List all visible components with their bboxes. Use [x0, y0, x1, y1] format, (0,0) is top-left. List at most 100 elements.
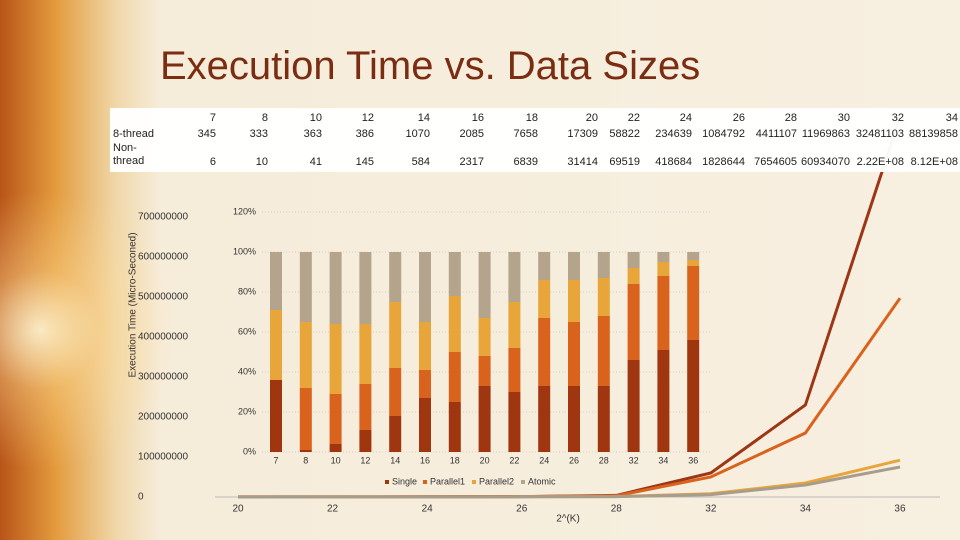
bar-segment	[538, 318, 551, 386]
x-tick-label: 20	[480, 455, 490, 465]
y-tick-label: 100000000	[138, 452, 188, 463]
data-line	[237, 458, 901, 499]
x-tick-label: 12	[360, 455, 370, 465]
table-cell: 7654605	[754, 156, 797, 168]
bar-segment	[597, 316, 610, 386]
x-tick-label: 26	[569, 455, 579, 465]
x-tick-label: 22	[327, 504, 339, 515]
x-tick-label: 26	[516, 504, 528, 515]
legend-marker	[521, 480, 525, 484]
table-cell: 345	[197, 128, 216, 140]
x-tick-label: 34	[658, 455, 668, 465]
bar-segment	[270, 252, 282, 310]
x-tick-label: 34	[800, 504, 812, 515]
table-cell: 1084792	[702, 128, 745, 140]
x-tick-label: 28	[611, 504, 623, 515]
table-cell: 10	[255, 156, 268, 168]
table-cell: 584	[411, 156, 430, 168]
y-axis-label: Execution Time (Micro-Seconed)	[128, 232, 139, 377]
bar-segment	[508, 252, 521, 302]
table-cell: 2317	[459, 156, 484, 168]
table-cell: 386	[355, 128, 374, 140]
column-header: 20	[585, 112, 598, 124]
row-label: Non-thread	[113, 142, 145, 167]
y-tick-label: 40%	[238, 366, 256, 376]
x-tick-label: 24	[539, 455, 549, 465]
bar-segment	[329, 394, 342, 444]
column-header: 18	[525, 112, 538, 124]
bar-segment	[687, 266, 700, 340]
bar-segment	[270, 310, 282, 380]
column-header: 22	[627, 112, 640, 124]
table-cell: 60934070	[801, 156, 850, 168]
column-header: 26	[732, 112, 745, 124]
x-tick-label: 36	[894, 504, 906, 515]
bar-segment	[687, 260, 700, 266]
bar-segment	[329, 324, 342, 394]
bar-segment	[419, 370, 431, 398]
column-header: 34	[945, 112, 958, 124]
legend-marker	[423, 480, 427, 484]
column-header: 14	[417, 112, 430, 124]
table-cell: 1828644	[702, 156, 745, 168]
bar-segment	[389, 416, 402, 452]
column-header: 10	[309, 112, 322, 124]
bar-segment	[478, 252, 491, 318]
bar-segment	[657, 252, 670, 262]
table-cell: 418684	[655, 156, 692, 168]
table-cell: 234639	[655, 128, 692, 140]
y-tick-label: 400000000	[138, 332, 188, 343]
bar-segment	[657, 350, 670, 452]
bar-segment	[478, 386, 491, 452]
x-tick-label: 32	[705, 504, 717, 515]
column-header: 30	[837, 112, 850, 124]
bar-segment	[478, 318, 491, 356]
table-cell: 2.22E+08	[856, 156, 904, 168]
x-tick-label: 36	[688, 455, 698, 465]
bar-segment	[299, 322, 312, 388]
slide-title: Execution Time vs. Data Sizes	[160, 44, 701, 88]
bar-segment	[538, 280, 551, 318]
bar-segment	[627, 268, 640, 284]
table-cell: 363	[303, 128, 322, 140]
bar-segment	[508, 348, 521, 392]
bar-segment	[389, 252, 402, 302]
column-header: 24	[679, 112, 692, 124]
bar-segment	[627, 284, 640, 360]
bar-segment	[419, 398, 431, 452]
x-tick-label: 16	[420, 455, 430, 465]
y-tick-label: 200000000	[138, 412, 188, 423]
bar-segment	[299, 388, 312, 450]
table-cell: 31414	[567, 156, 598, 168]
y-tick-label: 0	[138, 492, 144, 503]
table-cell: 8.12E+08	[910, 156, 958, 168]
column-header: 12	[361, 112, 374, 124]
x-axis-label: 2^(K)	[556, 514, 580, 525]
bar-segment	[508, 302, 521, 348]
table-cell: 11969863	[801, 128, 850, 140]
bar-segment	[657, 276, 670, 350]
y-tick-label: 20%	[238, 406, 256, 416]
bar-segment	[657, 262, 670, 276]
bar-segment	[359, 384, 372, 430]
bar-segment	[419, 252, 431, 322]
y-tick-label: 600000000	[138, 252, 188, 263]
bar-segment	[299, 450, 312, 452]
x-tick-label: 14	[390, 455, 400, 465]
bar-segment	[270, 380, 282, 452]
table-cell: 69519	[609, 156, 640, 168]
bar-segment	[568, 252, 580, 280]
y-tick-label: 300000000	[138, 372, 188, 383]
bar-segment	[359, 430, 372, 452]
bar-segment	[448, 252, 461, 296]
table-cell: 333	[249, 128, 268, 140]
column-header: 8	[261, 112, 268, 124]
x-tick-label: 18	[450, 455, 460, 465]
x-tick-label: 24	[422, 504, 434, 515]
bar-segment	[568, 322, 580, 386]
legend-label: Parallel2	[479, 476, 514, 486]
y-tick-label: 80%	[238, 286, 256, 296]
bar-segment	[687, 340, 700, 452]
legend-marker	[385, 480, 389, 484]
